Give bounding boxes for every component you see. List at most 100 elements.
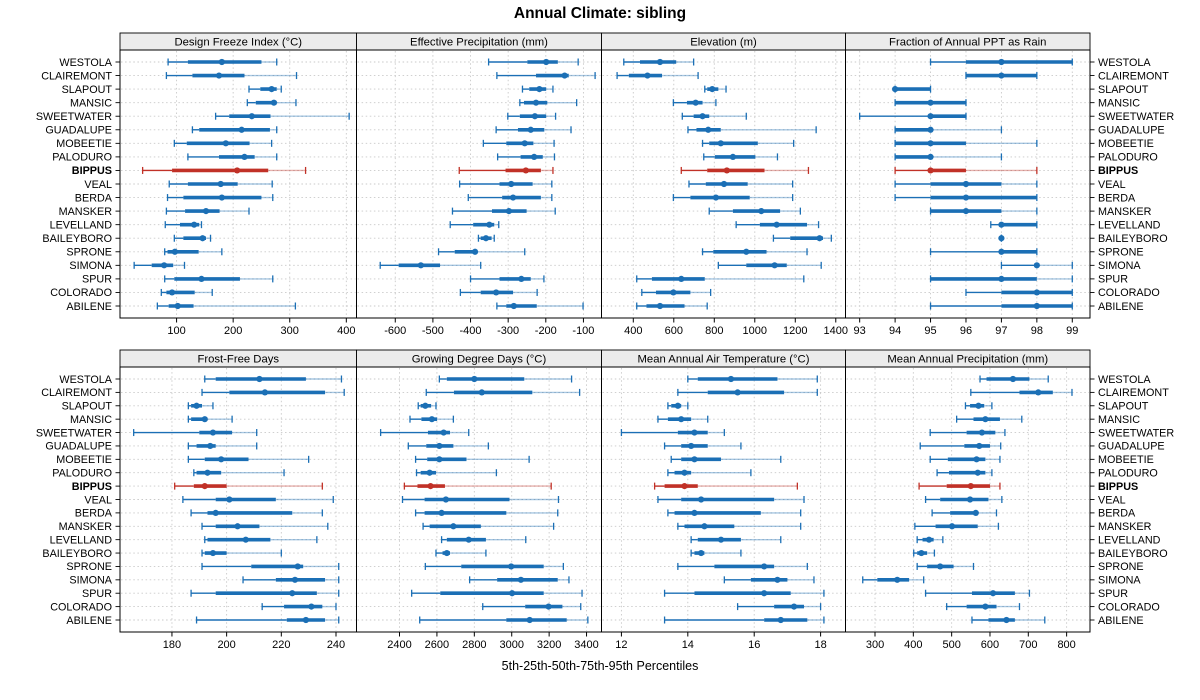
median-dot [773,221,780,228]
row-label-right: BIPPUS [1098,165,1138,177]
row-label-right: VEAL [1098,179,1126,191]
median-dot [302,616,310,624]
median-dot [972,509,979,516]
median-dot [691,509,698,516]
median-dot [248,113,255,120]
row-label-right: VEAL [1098,494,1126,506]
median-dot [204,469,211,476]
x-tick-label: 1000 [743,325,767,337]
row-label-right: MANSIC [1098,97,1140,109]
median-dot [193,402,200,409]
median-dot [1033,289,1040,296]
x-tick-label: 400 [337,325,355,337]
median-dot [438,509,445,516]
row-label-left: SPRONE [66,561,112,573]
row-label-right: PALODURO [1098,152,1158,164]
median-dot [161,262,168,269]
median-dot [543,58,550,66]
median-dot [670,289,677,296]
median-dot [967,483,974,490]
x-tick-label: 200 [224,325,242,337]
row-label-right: WESTOLA [1098,374,1151,386]
row-label-right: MANSIC [1098,414,1140,426]
panel-border [845,49,1091,319]
x-tick-label: 98 [1031,325,1043,337]
median-dot [531,153,538,160]
x-tick-label: 220 [272,639,290,651]
row-label-right: GUADALUPE [1098,125,1165,137]
median-dot [238,126,245,133]
median-dot [701,523,708,530]
median-dot [681,483,688,490]
median-dot [201,416,208,423]
row-label-right: MANSKER [1098,206,1152,218]
median-dot [443,549,450,557]
median-dot [417,262,424,269]
median-dot [1035,389,1042,396]
median-dot [482,235,490,242]
median-dot [242,536,249,543]
median-dot [734,389,741,396]
median-dot [678,416,685,423]
row-label-right: SPRONE [1098,561,1144,573]
row-label-left: PALODURO [52,468,112,480]
median-dot [925,536,933,543]
x-tick-label: 300 [281,325,299,337]
row-label-left: BIPPUS [72,481,112,493]
median-dot [998,72,1005,79]
x-tick-label: 400 [624,325,642,337]
median-dot [270,99,277,106]
x-tick-label: -100 [572,325,594,337]
row-label-left: MOBEETIE [56,454,112,466]
median-dot [948,523,956,530]
median-dot [982,416,989,423]
x-tick-label: 800 [705,325,723,337]
median-dot [526,616,533,624]
median-dot [471,375,478,383]
median-dot [998,275,1005,282]
row-label-right: MANSKER [1098,521,1152,533]
row-label-left: SIMONA [69,260,112,272]
median-dot [998,221,1005,228]
median-dot [294,563,301,570]
row-label-left: SWEETWATER [36,427,112,439]
median-dot [218,194,225,201]
median-dot [199,235,206,242]
row-label-left: ABILENE [66,301,112,313]
median-dot [998,235,1005,242]
row-label-right: MOBEETIE [1098,138,1154,150]
median-dot [998,248,1005,255]
x-tick-label: 100 [167,325,185,337]
median-dot [816,235,823,242]
row-label-right: CLAIREMONT [1098,387,1169,399]
median-dot [656,58,664,66]
median-dot [212,509,219,516]
median-dot [209,549,217,557]
median-dot [705,126,712,133]
x-tick-label: 94 [889,325,901,337]
median-dot [729,153,737,160]
median-dot [428,416,435,423]
row-label-left: ABILENE [66,615,112,627]
panel-strip-title: Effective Precipitation (mm) [410,37,548,49]
row-label-left: SIMONA [69,575,112,587]
median-dot [927,126,934,133]
median-dot [256,375,263,383]
median-dot [289,590,296,597]
median-dot [209,429,217,436]
median-dot [978,429,986,436]
x-tick-label: 16 [748,639,760,651]
median-dot [234,167,241,174]
median-dot [174,302,181,310]
median-dot [962,180,970,188]
median-dot [927,99,934,106]
median-dot [486,221,493,228]
x-tick-label: 180 [163,639,181,651]
chart-title: Annual Climate: sibling [513,5,687,22]
x-tick-label: 2800 [462,639,486,651]
median-dot [709,86,716,93]
x-tick-label: 3400 [574,639,598,651]
median-dot [234,523,241,530]
median-dot [308,603,315,610]
x-tick-label: -600 [384,325,406,337]
